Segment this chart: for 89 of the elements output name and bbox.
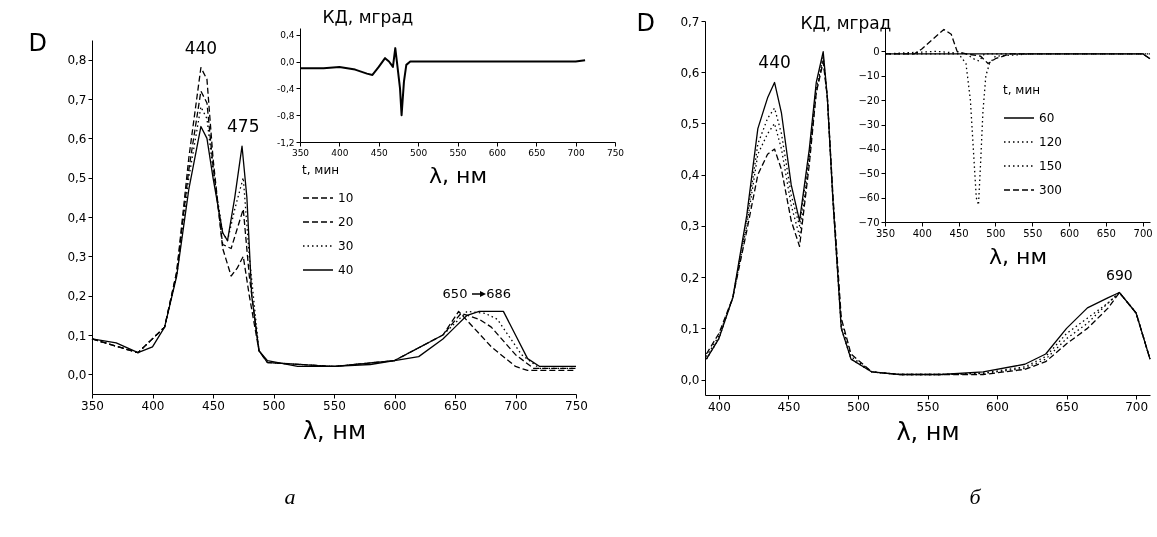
legend-label: 10 bbox=[338, 191, 354, 205]
y-tick-label: −30 bbox=[858, 119, 880, 130]
y-tick-label: −10 bbox=[858, 70, 880, 82]
y-tick-label: 0,4 bbox=[680, 168, 700, 183]
x-tick-label: 650 bbox=[1055, 399, 1079, 414]
annotation: 440 bbox=[758, 52, 791, 73]
text: б bbox=[969, 484, 982, 509]
x-tick-label: 500 bbox=[262, 398, 286, 413]
annotation: 690 bbox=[1106, 266, 1133, 283]
y-tick-label: −40 bbox=[858, 143, 880, 155]
x-tick-label: 650 bbox=[528, 147, 546, 158]
x-tick-label: 400 bbox=[141, 398, 165, 413]
y-axis-title: D bbox=[636, 8, 655, 37]
x-tick-label: 600 bbox=[488, 147, 507, 158]
y-tick-label: 0,6 bbox=[680, 65, 700, 80]
x-axis-title: λ, нм bbox=[989, 243, 1047, 269]
legend-label: 40 bbox=[338, 263, 354, 277]
y-axis-title: КД, мград bbox=[800, 12, 892, 33]
legend-label: 30 bbox=[338, 239, 354, 253]
x-tick-label: 750 bbox=[565, 398, 588, 413]
x-tick-label: 700 bbox=[504, 398, 528, 413]
y-tick-label: 0 bbox=[873, 45, 880, 57]
x-tick-label: 700 bbox=[567, 147, 585, 158]
y-tick-label: 0,0 bbox=[67, 367, 87, 382]
y-tick-label: −70 bbox=[858, 216, 880, 228]
text: а bbox=[284, 484, 296, 509]
y-tick-label: −50 bbox=[858, 167, 880, 179]
x-tick-label: 350 bbox=[291, 147, 310, 158]
x-tick-label: 500 bbox=[410, 147, 428, 158]
annotation: 440 bbox=[184, 37, 218, 58]
x-tick-label: 500 bbox=[847, 399, 870, 414]
x-tick-label: 450 bbox=[202, 398, 225, 413]
annotation: 686 bbox=[486, 286, 511, 302]
x-tick-label: 650 bbox=[444, 398, 467, 413]
legend-label: 60 bbox=[1039, 111, 1055, 125]
x-tick-label: 550 bbox=[1023, 227, 1043, 239]
y-tick-label: 0,5 bbox=[680, 116, 700, 131]
y-axis-title: КД, мград bbox=[322, 6, 414, 27]
y-tick-label: −60 bbox=[858, 192, 880, 204]
y-tick-label: 0,0 bbox=[680, 373, 700, 388]
x-tick-label: 450 bbox=[777, 399, 801, 414]
x-tick-label: 350 bbox=[875, 227, 896, 239]
x-axis-title: λ, нм bbox=[302, 416, 367, 445]
y-tick-label: 0,7 bbox=[67, 92, 87, 107]
x-tick-label: 500 bbox=[986, 227, 1006, 239]
x-axis-title: λ, нм bbox=[429, 162, 487, 188]
x-tick-label: 600 bbox=[383, 398, 407, 413]
legend-title: t, мин bbox=[302, 163, 340, 177]
y-tick-label: 0,3 bbox=[67, 249, 87, 264]
x-tick-label: 550 bbox=[323, 398, 346, 413]
legend-label: 20 bbox=[338, 215, 354, 229]
y-tick-label: 0,6 bbox=[67, 131, 87, 146]
legend-label: 300 bbox=[1039, 183, 1062, 197]
legend-title: t, мин bbox=[1003, 83, 1041, 97]
y-tick-label: 0,2 bbox=[67, 289, 87, 304]
legend-label: 120 bbox=[1039, 135, 1062, 149]
x-tick-label: 450 bbox=[370, 147, 389, 158]
annotation: 475 bbox=[227, 116, 260, 137]
y-tick-label: 0,3 bbox=[680, 219, 700, 234]
y-axis-title: D bbox=[28, 28, 47, 57]
x-axis-title: λ, нм bbox=[896, 417, 960, 446]
y-tick-label: 0,8 bbox=[67, 53, 87, 68]
y-tick-label: −20 bbox=[858, 94, 880, 106]
y-tick-label: 0,0 bbox=[280, 57, 295, 68]
x-tick-label: 350 bbox=[81, 398, 104, 413]
y-tick-label: 0,1 bbox=[67, 328, 87, 343]
x-tick-label: 600 bbox=[1059, 227, 1080, 239]
x-tick-label: 750 bbox=[606, 147, 625, 158]
annotation: 650 bbox=[442, 286, 468, 302]
y-tick-label: 0,7 bbox=[680, 14, 700, 29]
x-tick-label: 450 bbox=[949, 227, 969, 239]
y-tick-label: -0,8 bbox=[276, 110, 295, 121]
y-tick-label: 0,1 bbox=[680, 321, 700, 336]
x-tick-label: 600 bbox=[986, 399, 1009, 414]
y-tick-label: -0,4 bbox=[276, 83, 295, 94]
x-tick-label: 650 bbox=[1096, 227, 1116, 239]
y-tick-label: -1,2 bbox=[276, 137, 295, 148]
x-tick-label: 700 bbox=[1125, 399, 1149, 414]
x-tick-label: 700 bbox=[1133, 227, 1153, 239]
y-tick-label: 0,4 bbox=[280, 30, 295, 41]
y-tick-label: 0,5 bbox=[67, 171, 87, 186]
x-tick-label: 400 bbox=[912, 227, 932, 239]
x-tick-label: 550 bbox=[449, 147, 467, 158]
x-tick-label: 550 bbox=[916, 399, 940, 414]
x-tick-label: 400 bbox=[707, 399, 731, 414]
legend-label: 150 bbox=[1039, 159, 1062, 173]
y-tick-label: 0,2 bbox=[680, 270, 700, 285]
x-tick-label: 400 bbox=[331, 147, 349, 158]
y-tick-label: 0,4 bbox=[67, 210, 87, 225]
